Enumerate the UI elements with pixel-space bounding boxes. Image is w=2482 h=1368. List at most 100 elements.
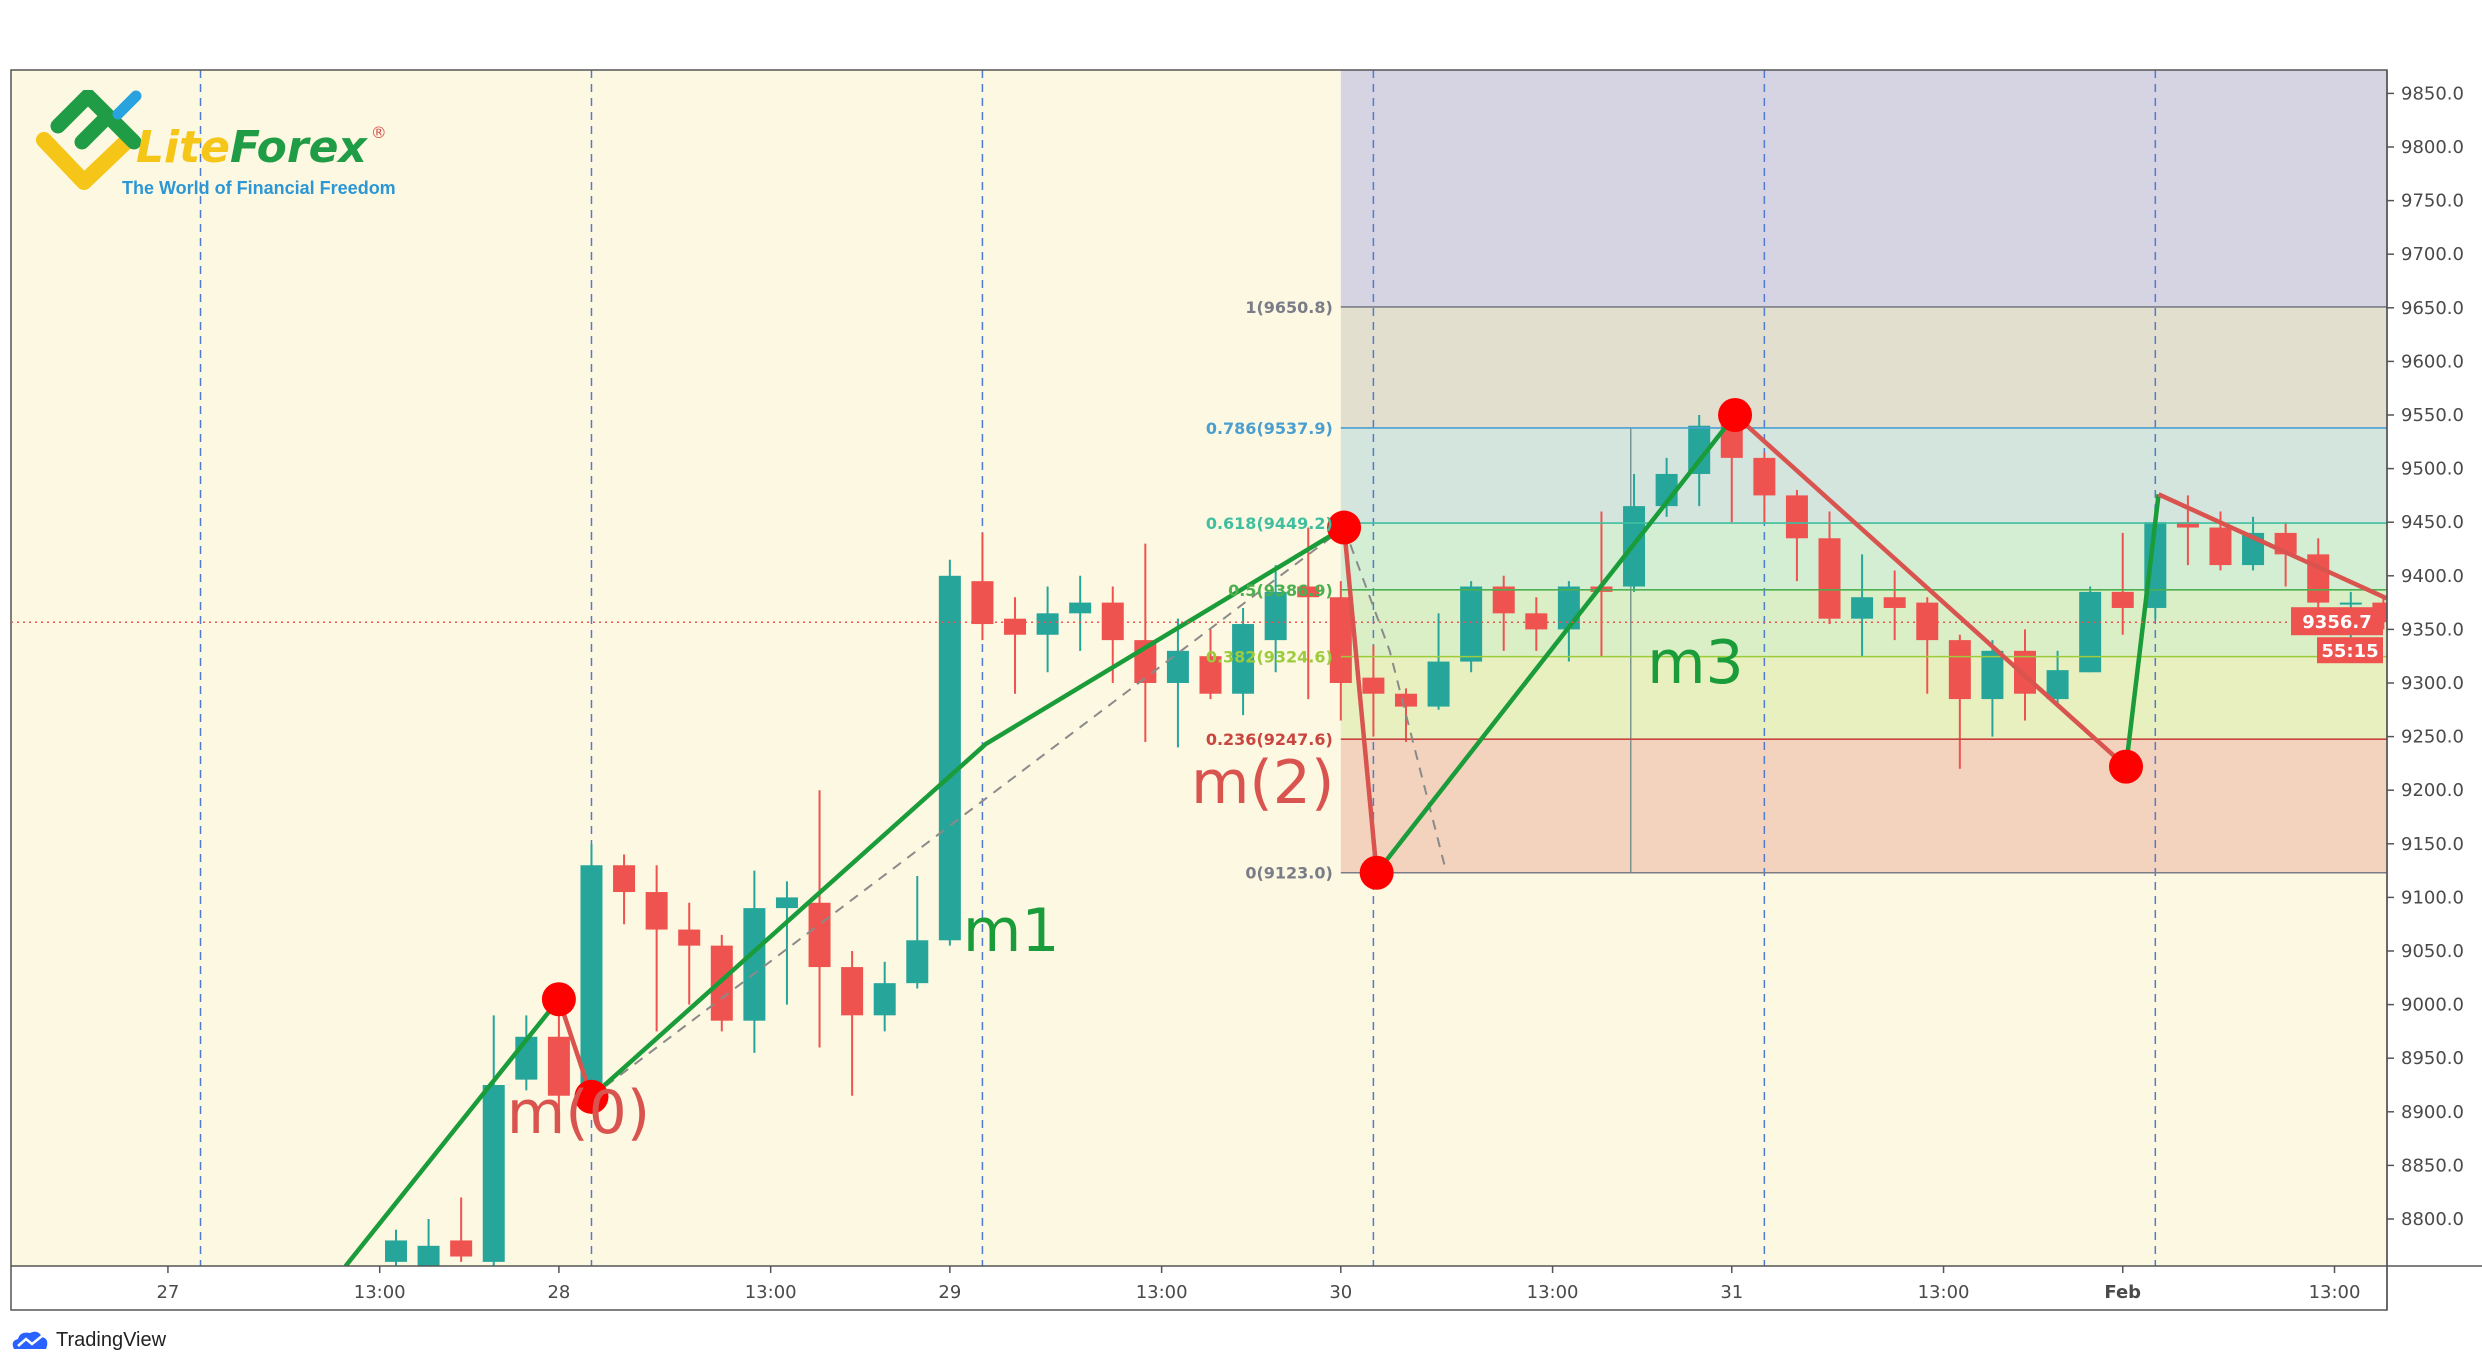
- fib-level-label: 0(9123.0): [1245, 864, 1333, 883]
- candle: [775, 881, 798, 1005]
- candle-body: [385, 1240, 407, 1262]
- time-tick-label: Feb: [2104, 1282, 2141, 1303]
- candle-body: [841, 967, 864, 1016]
- candle-body: [2046, 670, 2069, 700]
- candle-body: [1232, 624, 1255, 694]
- candle: [417, 1219, 440, 1266]
- price-tick-label: 9650.0: [2401, 298, 2464, 319]
- wave-label: m1: [963, 896, 1060, 966]
- candle-body: [906, 940, 929, 984]
- time-tick-label: 13:00: [2309, 1282, 2361, 1303]
- logo-lite-text: Lite: [136, 122, 230, 173]
- time-tick-label: 27: [156, 1282, 179, 1303]
- pivot-point: [541, 982, 576, 1017]
- candle-body: [547, 1036, 570, 1096]
- fib-level-label: 0.236(9247.6): [1206, 730, 1333, 749]
- candle-body: [1394, 693, 1417, 707]
- fib-band-top: [1340, 70, 2387, 307]
- candle: [873, 961, 896, 1032]
- candle: [1753, 452, 1776, 523]
- time-tick-label: 29: [938, 1282, 961, 1303]
- candle: [971, 532, 994, 641]
- candle: [906, 875, 929, 989]
- candle: [1362, 645, 1385, 737]
- candle: [2111, 532, 2134, 635]
- candle-body: [2079, 591, 2102, 673]
- tradingview-attribution[interactable]: TradingView: [10, 1326, 166, 1354]
- wave-line-down: [1733, 413, 2128, 769]
- candle: [678, 902, 701, 1005]
- candle: [547, 993, 570, 1134]
- price-tick-label: 9600.0: [2401, 351, 2464, 372]
- time-tick-label: 28: [547, 1282, 570, 1303]
- candle-body: [1688, 425, 1711, 474]
- candle-body: [2209, 527, 2232, 566]
- fibonacci-bands: [1340, 70, 2387, 873]
- tradingview-label: TradingView: [56, 1328, 167, 1351]
- candle: [1069, 575, 1092, 651]
- tradingview-cloud-icon: [12, 1331, 48, 1349]
- current-price-marker: 9356.7 55:15: [11, 607, 2387, 664]
- wave-line-down: [2157, 492, 2387, 601]
- dashed-projection-line: [590, 526, 1345, 1098]
- wave-line-up: [2123, 494, 2161, 767]
- candle-body: [2111, 591, 2134, 608]
- candle-body: [873, 983, 896, 1016]
- candle-body: [1981, 650, 2004, 700]
- candle-body: [613, 865, 636, 893]
- candle-body: [1492, 586, 1515, 614]
- pivot-point: [574, 1079, 609, 1114]
- candle-body: [1818, 538, 1841, 619]
- countdown-badge: [2317, 637, 2383, 664]
- time-axis[interactable]: 27 13:00 28 13:00 29 13:00 30 13:00 31 13:00 Feb 13…: [156, 1266, 2360, 1303]
- candle-body: [1916, 602, 1939, 641]
- candle: [580, 843, 603, 1102]
- wave-line-up: [343, 997, 561, 1266]
- wave-labels: 1(9650.8) 0.786(9537.9) 0.618(9449.2) 0.5(9…: [507, 298, 1744, 1148]
- candle: [1394, 688, 1417, 742]
- candle: [613, 854, 636, 925]
- wave-label: m(0): [507, 1078, 650, 1148]
- candle: [1851, 554, 1874, 657]
- price-axis[interactable]: 9850.0 9800.0 9750.0 9700.0 9650.0 9600.0 9550…: [2387, 83, 2464, 1230]
- fib-level-label: 0.786(9537.9): [1206, 419, 1333, 438]
- price-tick-label: 9800.0: [2401, 137, 2464, 158]
- candle-body: [1004, 618, 1027, 635]
- current-price-value: 9356.7: [2302, 612, 2371, 633]
- price-tick-label: 9350.0: [2401, 619, 2464, 640]
- price-tick-label: 9200.0: [2401, 780, 2464, 801]
- fib-band-1: [1340, 306, 2387, 428]
- price-tick-label: 9450.0: [2401, 512, 2464, 533]
- candle: [1297, 527, 1320, 700]
- candle-body: [743, 908, 766, 1021]
- candle-body: [417, 1245, 440, 1266]
- candle: [2046, 650, 2069, 705]
- wave-label: m3: [1647, 628, 1744, 698]
- candle-body: [1199, 656, 1222, 694]
- candle: [1329, 581, 1352, 721]
- candle-body: [1166, 650, 1189, 683]
- price-tick-label: 8900.0: [2401, 1102, 2464, 1123]
- candle: [1199, 629, 1222, 700]
- candle-body: [482, 1085, 505, 1262]
- pivot-point: [2108, 749, 2143, 784]
- time-tick-label: 13:00: [1527, 1282, 1579, 1303]
- wave-line-up: [589, 525, 1346, 1099]
- price-tick-label: 9300.0: [2401, 673, 2464, 694]
- candle: [1916, 597, 1939, 694]
- candle-body: [1948, 640, 1971, 700]
- candle-body: [808, 902, 831, 968]
- price-tick-label: 9550.0: [2401, 405, 2464, 426]
- candle: [1785, 490, 1808, 582]
- wave-line-down: [556, 998, 594, 1098]
- candle-body: [1036, 613, 1059, 635]
- fib-band-0.236: [1340, 739, 2387, 873]
- candle-body: [1069, 602, 1092, 614]
- candle-body: [450, 1240, 473, 1257]
- time-tick-label: 13:00: [745, 1282, 797, 1303]
- logo-forex-text: Forex: [230, 122, 368, 173]
- liteforex-logo: LiteForex ® The World of Financial Freedo…: [36, 88, 476, 210]
- price-tick-label: 9750.0: [2401, 191, 2464, 212]
- candle: [1264, 565, 1287, 673]
